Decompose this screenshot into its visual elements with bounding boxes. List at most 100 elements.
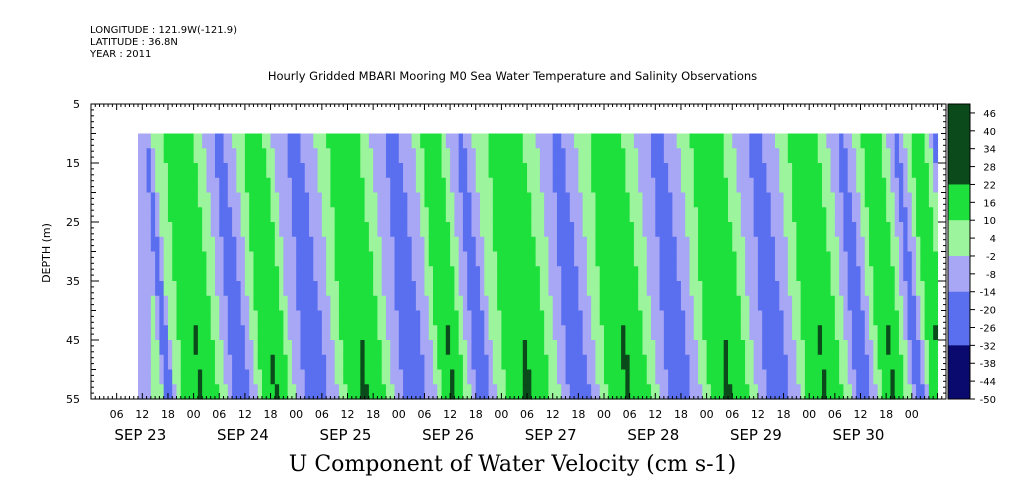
heatmap-cell: [539, 295, 545, 312]
heatmap-cell: [924, 266, 930, 282]
colorbar-swatch: [948, 220, 970, 230]
heatmap-cell: [642, 354, 648, 371]
heatmap-cell: [591, 354, 597, 371]
heatmap-cell: [163, 295, 169, 312]
heatmap-cell: [804, 295, 810, 312]
heatmap-cell: [608, 222, 614, 238]
heatmap-cell: [796, 222, 802, 238]
heatmap-cell: [390, 177, 396, 194]
heatmap-cell: [779, 163, 785, 179]
heatmap-cell: [898, 236, 904, 253]
heatmap-cell: [326, 384, 332, 400]
heatmap-cell: [745, 222, 750, 238]
heatmap-cell: [262, 354, 267, 371]
heatmap-cell: [214, 310, 220, 326]
heatmap-cell: [689, 148, 695, 164]
heatmap-cell: [898, 295, 904, 312]
heatmap-cell: [822, 222, 827, 238]
heatmap-cell: [197, 369, 203, 385]
heatmap-cell: [544, 295, 550, 312]
heatmap-cell: [933, 192, 939, 208]
heatmap-cell: [539, 340, 545, 356]
heatmap-cell: [381, 354, 387, 371]
heatmap-cell: [454, 251, 460, 267]
heatmap-cell: [488, 133, 494, 149]
heatmap-cell: [933, 266, 939, 282]
heatmap-cell: [232, 251, 237, 267]
heatmap-cell: [480, 384, 485, 400]
heatmap-cell: [424, 222, 430, 238]
heatmap-cell: [753, 266, 759, 282]
heatmap-cell: [437, 310, 443, 326]
heatmap-cell: [552, 281, 558, 297]
heatmap-cell: [877, 340, 883, 356]
heatmap-cell: [266, 295, 272, 312]
heatmap-cell: [488, 148, 494, 164]
heatmap-cell: [633, 266, 639, 282]
heatmap-cell: [236, 148, 242, 164]
heatmap-cell: [655, 266, 661, 282]
heatmap-cell: [488, 325, 494, 341]
heatmap-cell: [172, 236, 178, 253]
heatmap-cell: [920, 207, 926, 223]
heatmap-cell: [539, 251, 545, 267]
heatmap-cell: [702, 251, 708, 267]
heatmap-cell: [138, 133, 143, 149]
heatmap-cell: [142, 340, 148, 356]
heatmap-cell: [509, 251, 515, 267]
heatmap-cell: [484, 281, 490, 297]
heatmap-cell: [668, 340, 674, 356]
heatmap-cell: [822, 236, 827, 253]
heatmap-cell: [450, 148, 455, 164]
heatmap-cell: [223, 369, 229, 385]
heatmap-cell: [411, 266, 417, 282]
heatmap-cell: [214, 281, 220, 297]
heatmap-cell: [890, 310, 896, 326]
heatmap-cell: [219, 222, 225, 238]
heatmap-cell: [283, 354, 289, 371]
heatmap-cell: [864, 369, 870, 385]
heatmap-cell: [668, 133, 674, 149]
heatmap-cell: [356, 295, 361, 312]
heatmap-cell: [830, 222, 836, 238]
heatmap-cell: [150, 295, 156, 312]
heatmap-cell: [894, 266, 900, 282]
heatmap-cell: [445, 177, 451, 194]
heatmap-cell: [364, 281, 370, 297]
heatmap-cell: [907, 192, 913, 208]
heatmap-cell: [223, 207, 229, 223]
heatmap-cell: [924, 222, 930, 238]
heatmap-cell: [847, 369, 853, 385]
heatmap-cell: [668, 369, 674, 385]
heatmap-cell: [869, 177, 874, 194]
heatmap-cell: [860, 369, 866, 385]
heatmap-cell: [313, 251, 319, 267]
heatmap-cell: [864, 177, 870, 194]
heatmap-cell: [826, 251, 832, 267]
heatmap-cell: [262, 310, 267, 326]
heatmap-cell: [693, 207, 699, 223]
heatmap-cell: [321, 148, 327, 164]
heatmap-cell: [368, 251, 374, 267]
colorbar-label: -26: [980, 323, 996, 334]
heatmap-cell: [710, 222, 716, 238]
heatmap-cell: [834, 384, 840, 400]
heatmap-cell: [907, 133, 913, 149]
heatmap-cell: [655, 281, 661, 297]
heatmap-cell: [822, 207, 827, 223]
heatmap-cell: [257, 325, 263, 341]
heatmap-cell: [933, 133, 939, 149]
heatmap-cell: [368, 340, 374, 356]
heatmap-cell: [757, 222, 763, 238]
heatmap-cell: [565, 251, 571, 267]
heatmap-cell: [385, 192, 391, 208]
heatmap-cell: [142, 310, 148, 326]
heatmap-cell: [800, 340, 806, 356]
heatmap-cell: [586, 369, 592, 385]
heatmap-cell: [642, 384, 648, 400]
heatmap-cell: [775, 369, 780, 385]
heatmap-cell: [792, 207, 797, 223]
heatmap-cell: [616, 295, 622, 312]
heatmap-cell: [360, 369, 366, 385]
heatmap-cell: [599, 177, 605, 194]
